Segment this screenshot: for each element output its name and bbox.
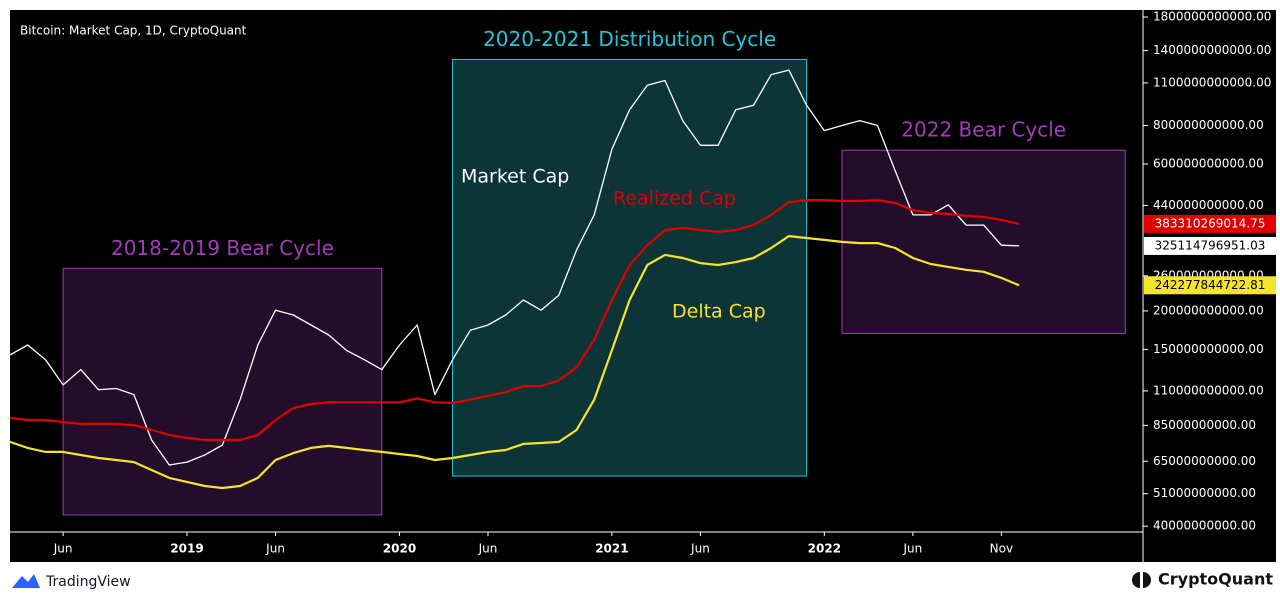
x-tick-label: 2022: [808, 542, 841, 556]
x-tick-label: Jun: [265, 542, 285, 556]
x-tick-label: 2020: [383, 542, 416, 556]
last-value-tag: [1144, 276, 1276, 295]
y-tick-label: 65000000000.00: [1153, 454, 1256, 468]
footer-right: CryptoQuant: [1158, 570, 1273, 589]
x-tick-label: Jun: [478, 542, 498, 556]
annotation-box: [841, 149, 1126, 334]
axes: 1800000000000.00 1400000000000.00 11000000…: [53, 10, 1276, 556]
x-tick-label: Jun: [690, 542, 710, 556]
annotation-layer: [62, 59, 1126, 516]
series-line: [10, 69, 1020, 466]
annotation-title: 2022 Bear Cycle: [901, 118, 1066, 142]
line-layer: [10, 69, 1020, 490]
y-tick-label: 150000000000.00: [1153, 342, 1264, 356]
last-value-tag: [1144, 214, 1276, 233]
tradingview-logo: [12, 574, 40, 588]
x-tick-label: Nov: [990, 542, 1013, 556]
y-tick-label: 1800000000000.00: [1153, 10, 1271, 24]
y-tick-label: 85000000000.00: [1153, 418, 1256, 432]
y-tick-label: 40000000000.00: [1153, 519, 1256, 533]
last-value-label: 325114796951.03: [1155, 238, 1266, 252]
x-tick-label: Jun: [53, 542, 73, 556]
y-tick-label: 51000000000.00: [1153, 486, 1256, 500]
y-tick-label: 1400000000000.00: [1153, 43, 1271, 57]
y-tick-label: 800000000000.00: [1153, 118, 1264, 132]
footer-left: TradingView: [45, 574, 131, 590]
series-label: Realized Cap: [613, 188, 736, 210]
series-label: Market Cap: [461, 166, 569, 188]
y-tick-label: 440000000000.00: [1153, 198, 1264, 212]
y-tick-label: 1100000000000.00: [1153, 75, 1271, 89]
last-value-label: 242277844722.81: [1155, 278, 1266, 292]
series-label: Delta Cap: [672, 301, 766, 323]
cryptoquant-logo: [1132, 572, 1151, 588]
y-tick-label: 110000000000.00: [1153, 383, 1264, 397]
series-line: [10, 199, 1020, 442]
annotation-box: [452, 59, 808, 477]
x-tick-label: Jun: [902, 542, 922, 556]
annotation-title: 2020-2021 Distribution Cycle: [483, 27, 776, 51]
y-tick-label: 600000000000.00: [1153, 156, 1264, 170]
y-tick-label: 200000000000.00: [1153, 303, 1264, 317]
series-line: [10, 235, 1020, 490]
last-value-label: 383310269014.75: [1155, 216, 1266, 230]
last-value-tag: [1144, 236, 1276, 255]
chart-title: Bitcoin: Market Cap, 1D, CryptoQuant: [20, 24, 247, 38]
annotation-title: 2018-2019 Bear Cycle: [111, 236, 334, 260]
x-tick-label: 2021: [595, 542, 628, 556]
x-tick-label: 2019: [170, 542, 203, 556]
annotation-box: [62, 267, 383, 516]
